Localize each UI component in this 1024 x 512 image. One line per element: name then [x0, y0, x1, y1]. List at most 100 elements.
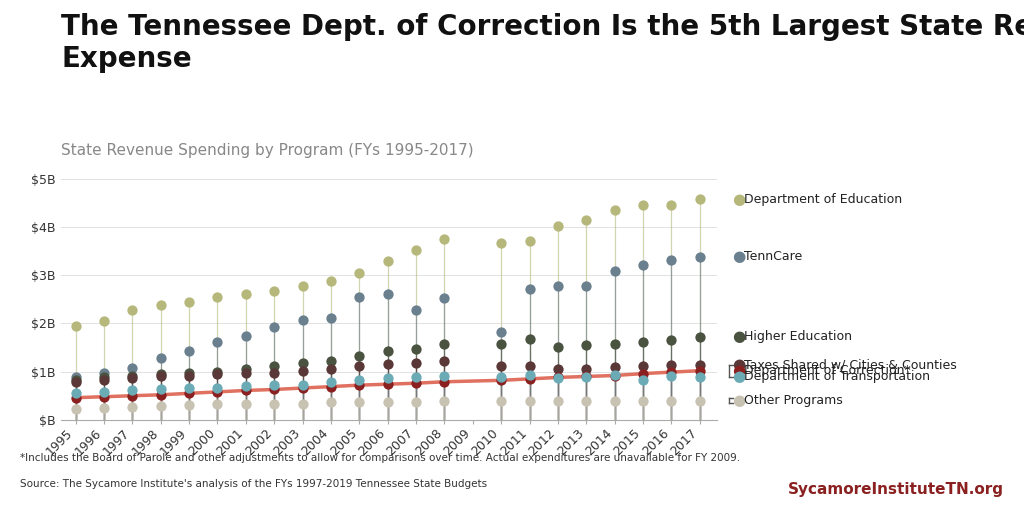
Point: [664, 396, 680, 404]
Point: [96, 369, 113, 377]
Point: [550, 374, 566, 382]
Point: [96, 317, 113, 325]
Point: [96, 393, 113, 401]
Point: [380, 374, 396, 382]
Point: [436, 294, 453, 303]
Point: [606, 339, 623, 348]
Point: [579, 372, 595, 380]
Text: ●: ●: [732, 363, 745, 378]
Point: [380, 380, 396, 388]
Point: [68, 373, 84, 381]
Point: [153, 391, 169, 399]
Point: [436, 235, 453, 243]
Point: [691, 361, 708, 369]
Point: [664, 372, 680, 380]
Point: [408, 397, 424, 406]
Point: [96, 388, 113, 396]
Point: [181, 384, 198, 392]
Point: [436, 396, 453, 404]
Point: [521, 371, 538, 379]
Point: [238, 331, 254, 339]
Point: [294, 380, 310, 389]
Point: [96, 403, 113, 412]
Point: [664, 256, 680, 264]
Point: [635, 370, 651, 378]
Point: [124, 387, 140, 395]
Point: [436, 357, 453, 365]
Point: [209, 368, 225, 376]
Point: [550, 282, 566, 290]
Text: ●: ●: [732, 357, 745, 372]
Point: [408, 373, 424, 381]
Point: [606, 396, 623, 404]
Point: [181, 371, 198, 379]
Text: *Includes the Board of Parole and other adjustments to allow for comparisons ove: *Includes the Board of Parole and other …: [20, 453, 740, 463]
Point: [68, 389, 84, 397]
Point: [238, 387, 254, 395]
Point: [635, 201, 651, 209]
Point: [68, 322, 84, 330]
Point: [408, 379, 424, 387]
Point: [521, 396, 538, 404]
Point: [238, 381, 254, 390]
Text: Department of Education: Department of Education: [744, 193, 902, 206]
Point: [68, 378, 84, 387]
Point: [209, 388, 225, 396]
Point: [323, 378, 339, 386]
Point: [238, 369, 254, 377]
Point: [635, 338, 651, 346]
Point: [153, 354, 169, 362]
Point: [124, 374, 140, 382]
Point: [351, 269, 368, 277]
Text: Taxes Shared w/ Cities & Counties: Taxes Shared w/ Cities & Counties: [744, 358, 957, 371]
Point: [209, 384, 225, 392]
Point: [351, 293, 368, 301]
Point: [521, 335, 538, 343]
Point: [209, 370, 225, 378]
Text: ●: ●: [732, 329, 745, 345]
Point: [521, 285, 538, 293]
Point: [521, 375, 538, 383]
Point: [153, 402, 169, 410]
Point: [68, 405, 84, 413]
Text: ●: ●: [732, 393, 745, 408]
Point: [436, 372, 453, 380]
Point: [238, 289, 254, 297]
Point: [579, 365, 595, 373]
Point: [266, 386, 283, 394]
Point: [124, 364, 140, 372]
Point: [124, 403, 140, 411]
Text: Other Programs: Other Programs: [744, 394, 843, 407]
Point: [266, 380, 283, 389]
Text: ●: ●: [732, 249, 745, 265]
Point: [181, 369, 198, 377]
Point: [691, 373, 708, 381]
Point: [606, 206, 623, 215]
Point: [153, 370, 169, 378]
Point: [323, 382, 339, 391]
Point: [493, 376, 509, 385]
Point: [550, 365, 566, 373]
Point: [323, 313, 339, 322]
Point: [436, 378, 453, 386]
Point: [96, 373, 113, 381]
Point: [664, 201, 680, 209]
Point: [579, 396, 595, 404]
Point: [351, 376, 368, 384]
Point: [323, 365, 339, 373]
Point: [493, 328, 509, 336]
Point: [635, 362, 651, 370]
Text: SycamoreInstituteTN.org: SycamoreInstituteTN.org: [787, 482, 1004, 497]
Text: Department of Correction*: Department of Correction*: [744, 364, 911, 377]
Point: [380, 257, 396, 265]
Point: [606, 362, 623, 371]
Point: [294, 367, 310, 375]
Point: [153, 301, 169, 309]
Point: [635, 261, 651, 269]
Point: [408, 359, 424, 367]
Point: [380, 360, 396, 368]
Point: [351, 352, 368, 360]
Point: [664, 361, 680, 369]
Point: [606, 267, 623, 275]
Point: [691, 253, 708, 261]
